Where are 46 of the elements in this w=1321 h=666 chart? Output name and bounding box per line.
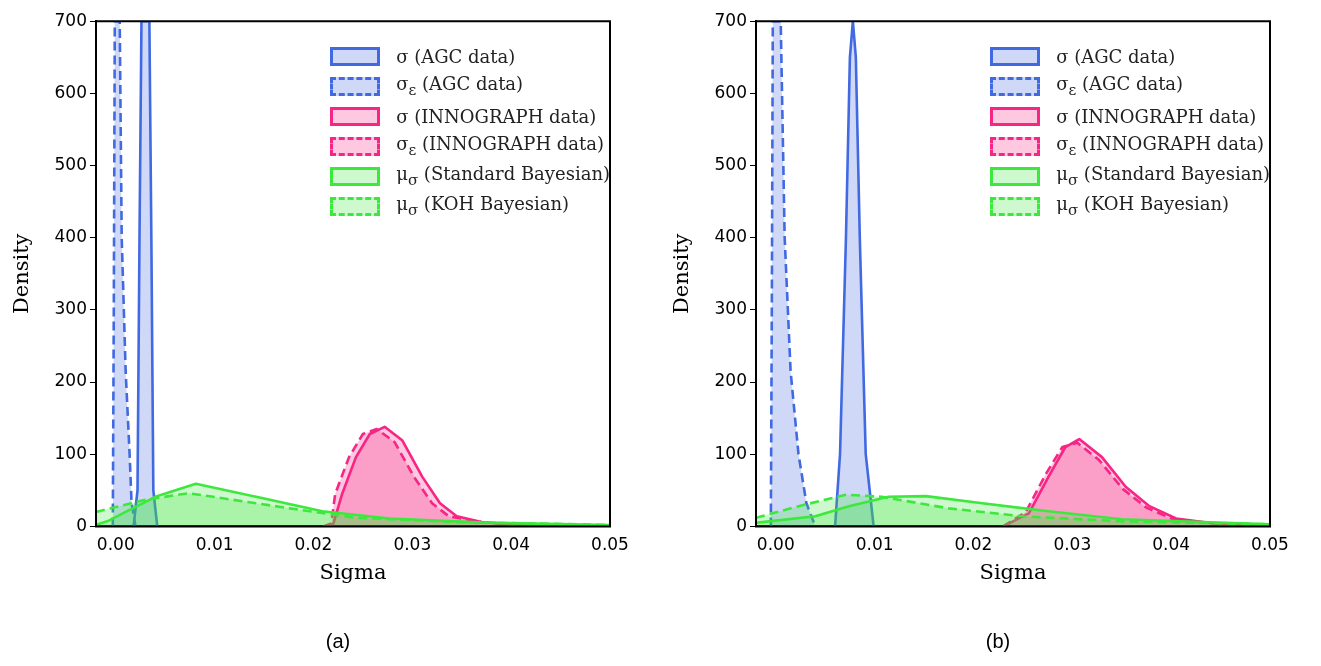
- legend-label: σ (INNOGRAPH data): [1056, 105, 1257, 127]
- y-tick-label: 500: [54, 153, 87, 174]
- y-axis-title: Density: [669, 233, 694, 315]
- y-tick-label: 500: [714, 153, 747, 174]
- legend-label: σ (INNOGRAPH data): [396, 105, 597, 127]
- legend-label: σ$_{ε}$ (INNOGRAPH data): [396, 133, 605, 159]
- x-axis-title: Sigma: [319, 559, 387, 584]
- legend-label: μ$_{σ}$ (KOH Bayesian): [396, 193, 570, 219]
- y-tick-label: 700: [54, 9, 87, 30]
- x-tick-label: 0.01: [195, 534, 234, 555]
- y-tick-label: 600: [54, 81, 87, 102]
- legend-label: σ (AGC data): [1056, 45, 1176, 67]
- y-tick-label: 600: [714, 81, 747, 102]
- text: (b): [984, 630, 1012, 653]
- y-tick-label: 200: [714, 370, 747, 391]
- x-tick-label: 0.05: [1251, 534, 1289, 555]
- legend-label: μ$_{σ}$ (Standard Bayesian): [1056, 163, 1270, 189]
- x-tick-label: 0.02: [294, 534, 333, 555]
- x-tick-label: 0.05: [591, 534, 629, 555]
- y-tick-label: 0: [76, 514, 87, 535]
- x-tick-label: 0.02: [954, 534, 993, 555]
- legend-label: σ$_{ε}$ (INNOGRAPH data): [1056, 133, 1265, 159]
- y-tick-label: 700: [714, 9, 747, 30]
- y-tick-label: 400: [54, 226, 87, 247]
- y-tick-label: 400: [714, 226, 747, 247]
- x-tick-label: 0.04: [1152, 534, 1191, 555]
- y-tick-label: 0: [736, 514, 747, 535]
- legend-label: μ$_{σ}$ (KOH Bayesian): [1056, 193, 1230, 219]
- y-tick-label: 200: [54, 370, 87, 391]
- y-tick-label: 300: [714, 298, 747, 319]
- y-tick-label: 100: [54, 442, 87, 463]
- legend-label: μ$_{σ}$ (Standard Bayesian): [396, 163, 610, 189]
- y-tick-label: 300: [54, 298, 87, 319]
- y-tick-label: 100: [714, 442, 747, 463]
- x-tick-label: 0.03: [1053, 534, 1092, 555]
- x-tick-label: 0.00: [96, 534, 135, 555]
- x-axis-title: Sigma: [979, 559, 1047, 584]
- x-tick-label: 0.00: [756, 534, 795, 555]
- x-tick-label: 0.04: [492, 534, 531, 555]
- x-tick-label: 0.03: [393, 534, 432, 555]
- legend-label: σ (AGC data): [396, 45, 516, 67]
- text: (a): [324, 630, 352, 653]
- y-axis-title: Density: [9, 233, 34, 315]
- legend-label: σ$_{ε}$ (AGC data): [396, 73, 524, 99]
- legend-label: σ$_{ε}$ (AGC data): [1056, 73, 1184, 99]
- x-tick-label: 0.01: [855, 534, 894, 555]
